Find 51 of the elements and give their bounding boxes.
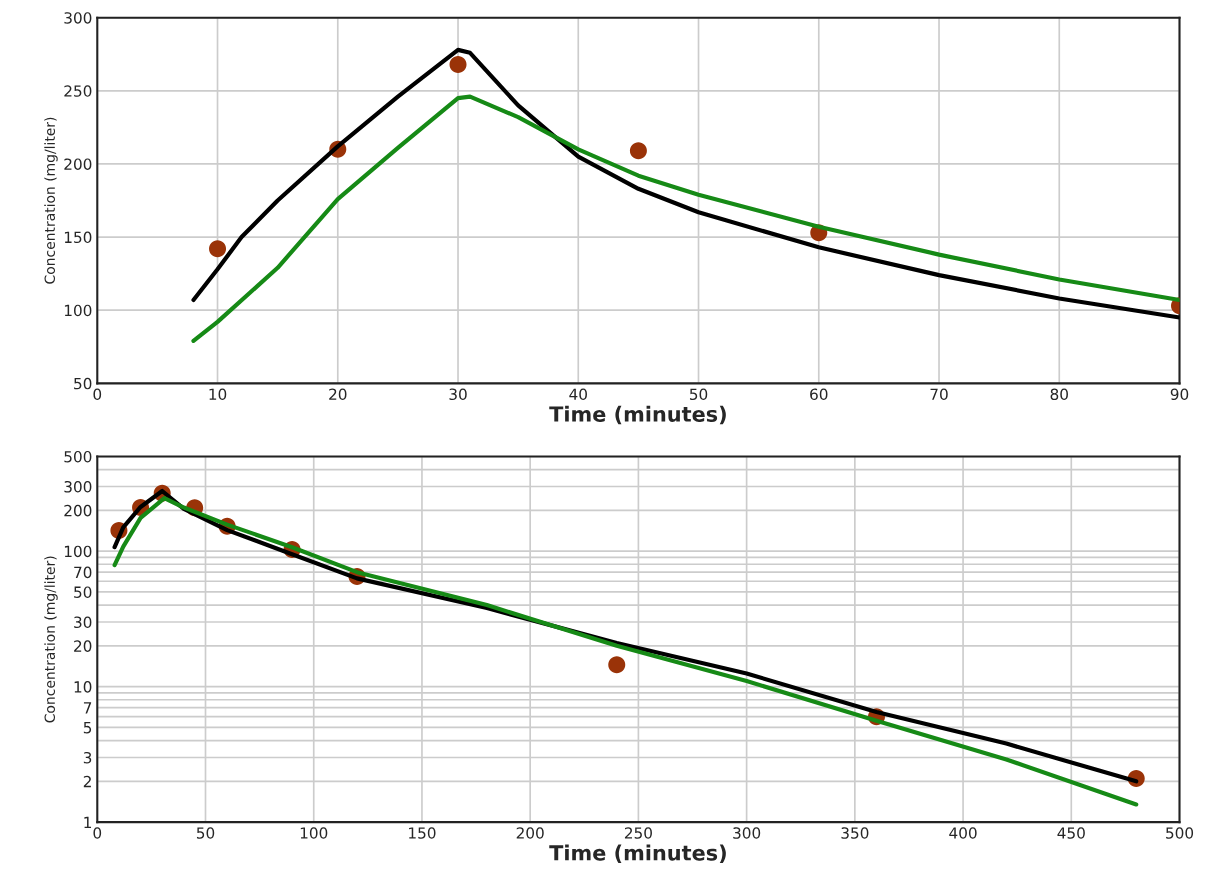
point	[629, 142, 647, 160]
x-tick-label: 250	[624, 827, 652, 839]
x-tick-label: 500	[1166, 827, 1194, 839]
y-tick-label: 300	[64, 12, 92, 24]
x-axis-title: Time (minutes)	[549, 405, 726, 425]
x-tick-label: 300	[733, 827, 761, 839]
point	[209, 240, 227, 258]
y-tick-label: 300	[64, 480, 92, 493]
x-tick-label: 80	[1050, 388, 1068, 401]
y-tick-label: 50	[74, 586, 92, 598]
x-tick-label: 40	[569, 388, 587, 401]
y-tick-label: 1	[84, 816, 92, 828]
point	[608, 656, 626, 674]
x-tick-label: 0	[93, 388, 102, 401]
y-tick-label: 20	[74, 640, 92, 652]
x-tick-label: 50	[196, 827, 215, 839]
x-tick-label: 20	[329, 388, 347, 401]
y-tick-label: 5	[83, 722, 92, 734]
y-axis-title: Concentration (mg/liter)	[44, 556, 58, 723]
x-tick-label: 150	[409, 827, 436, 839]
x-tick-label: 100	[300, 827, 328, 839]
x-tick-label: 30	[449, 388, 467, 401]
x-tick-label: 50	[689, 388, 708, 401]
y-tick-label: 200	[64, 504, 92, 517]
x-tick-label: 70	[930, 388, 948, 401]
line-series	[191, 94, 1180, 344]
x-tick-label: 60	[810, 388, 828, 401]
y-tick-label: 50	[74, 377, 92, 390]
y-tick-label: 150	[64, 231, 92, 244]
x-tick-label: 450	[1057, 827, 1085, 839]
x-tick-label: 200	[516, 827, 544, 839]
y-tick-label: 30	[74, 616, 92, 629]
y-tick-label: 100	[64, 304, 92, 317]
y-tick-label: 500	[64, 450, 92, 463]
line-series	[191, 47, 1180, 320]
y-tick-label: 100	[64, 545, 92, 558]
x-tick-label: 90	[1170, 388, 1189, 401]
y-tick-label: 3	[83, 751, 92, 764]
y-axis-title: Concentration (mg/liter)	[44, 117, 58, 284]
x-tick-label: 10	[209, 388, 227, 401]
y-tick-label: 7	[83, 702, 92, 714]
y-tick-label: 2	[83, 775, 91, 788]
x-tick-label: 400	[949, 827, 977, 839]
y-tick-label: 10	[74, 681, 92, 693]
point	[449, 55, 467, 73]
x-tick-label: 0	[93, 827, 102, 839]
x-tick-label: 350	[841, 827, 869, 839]
y-tick-label: 250	[64, 85, 92, 97]
y-tick-label: 200	[64, 158, 92, 170]
y-tick-label: 70	[74, 566, 92, 579]
x-axis-title: Time (minutes)	[549, 844, 726, 864]
